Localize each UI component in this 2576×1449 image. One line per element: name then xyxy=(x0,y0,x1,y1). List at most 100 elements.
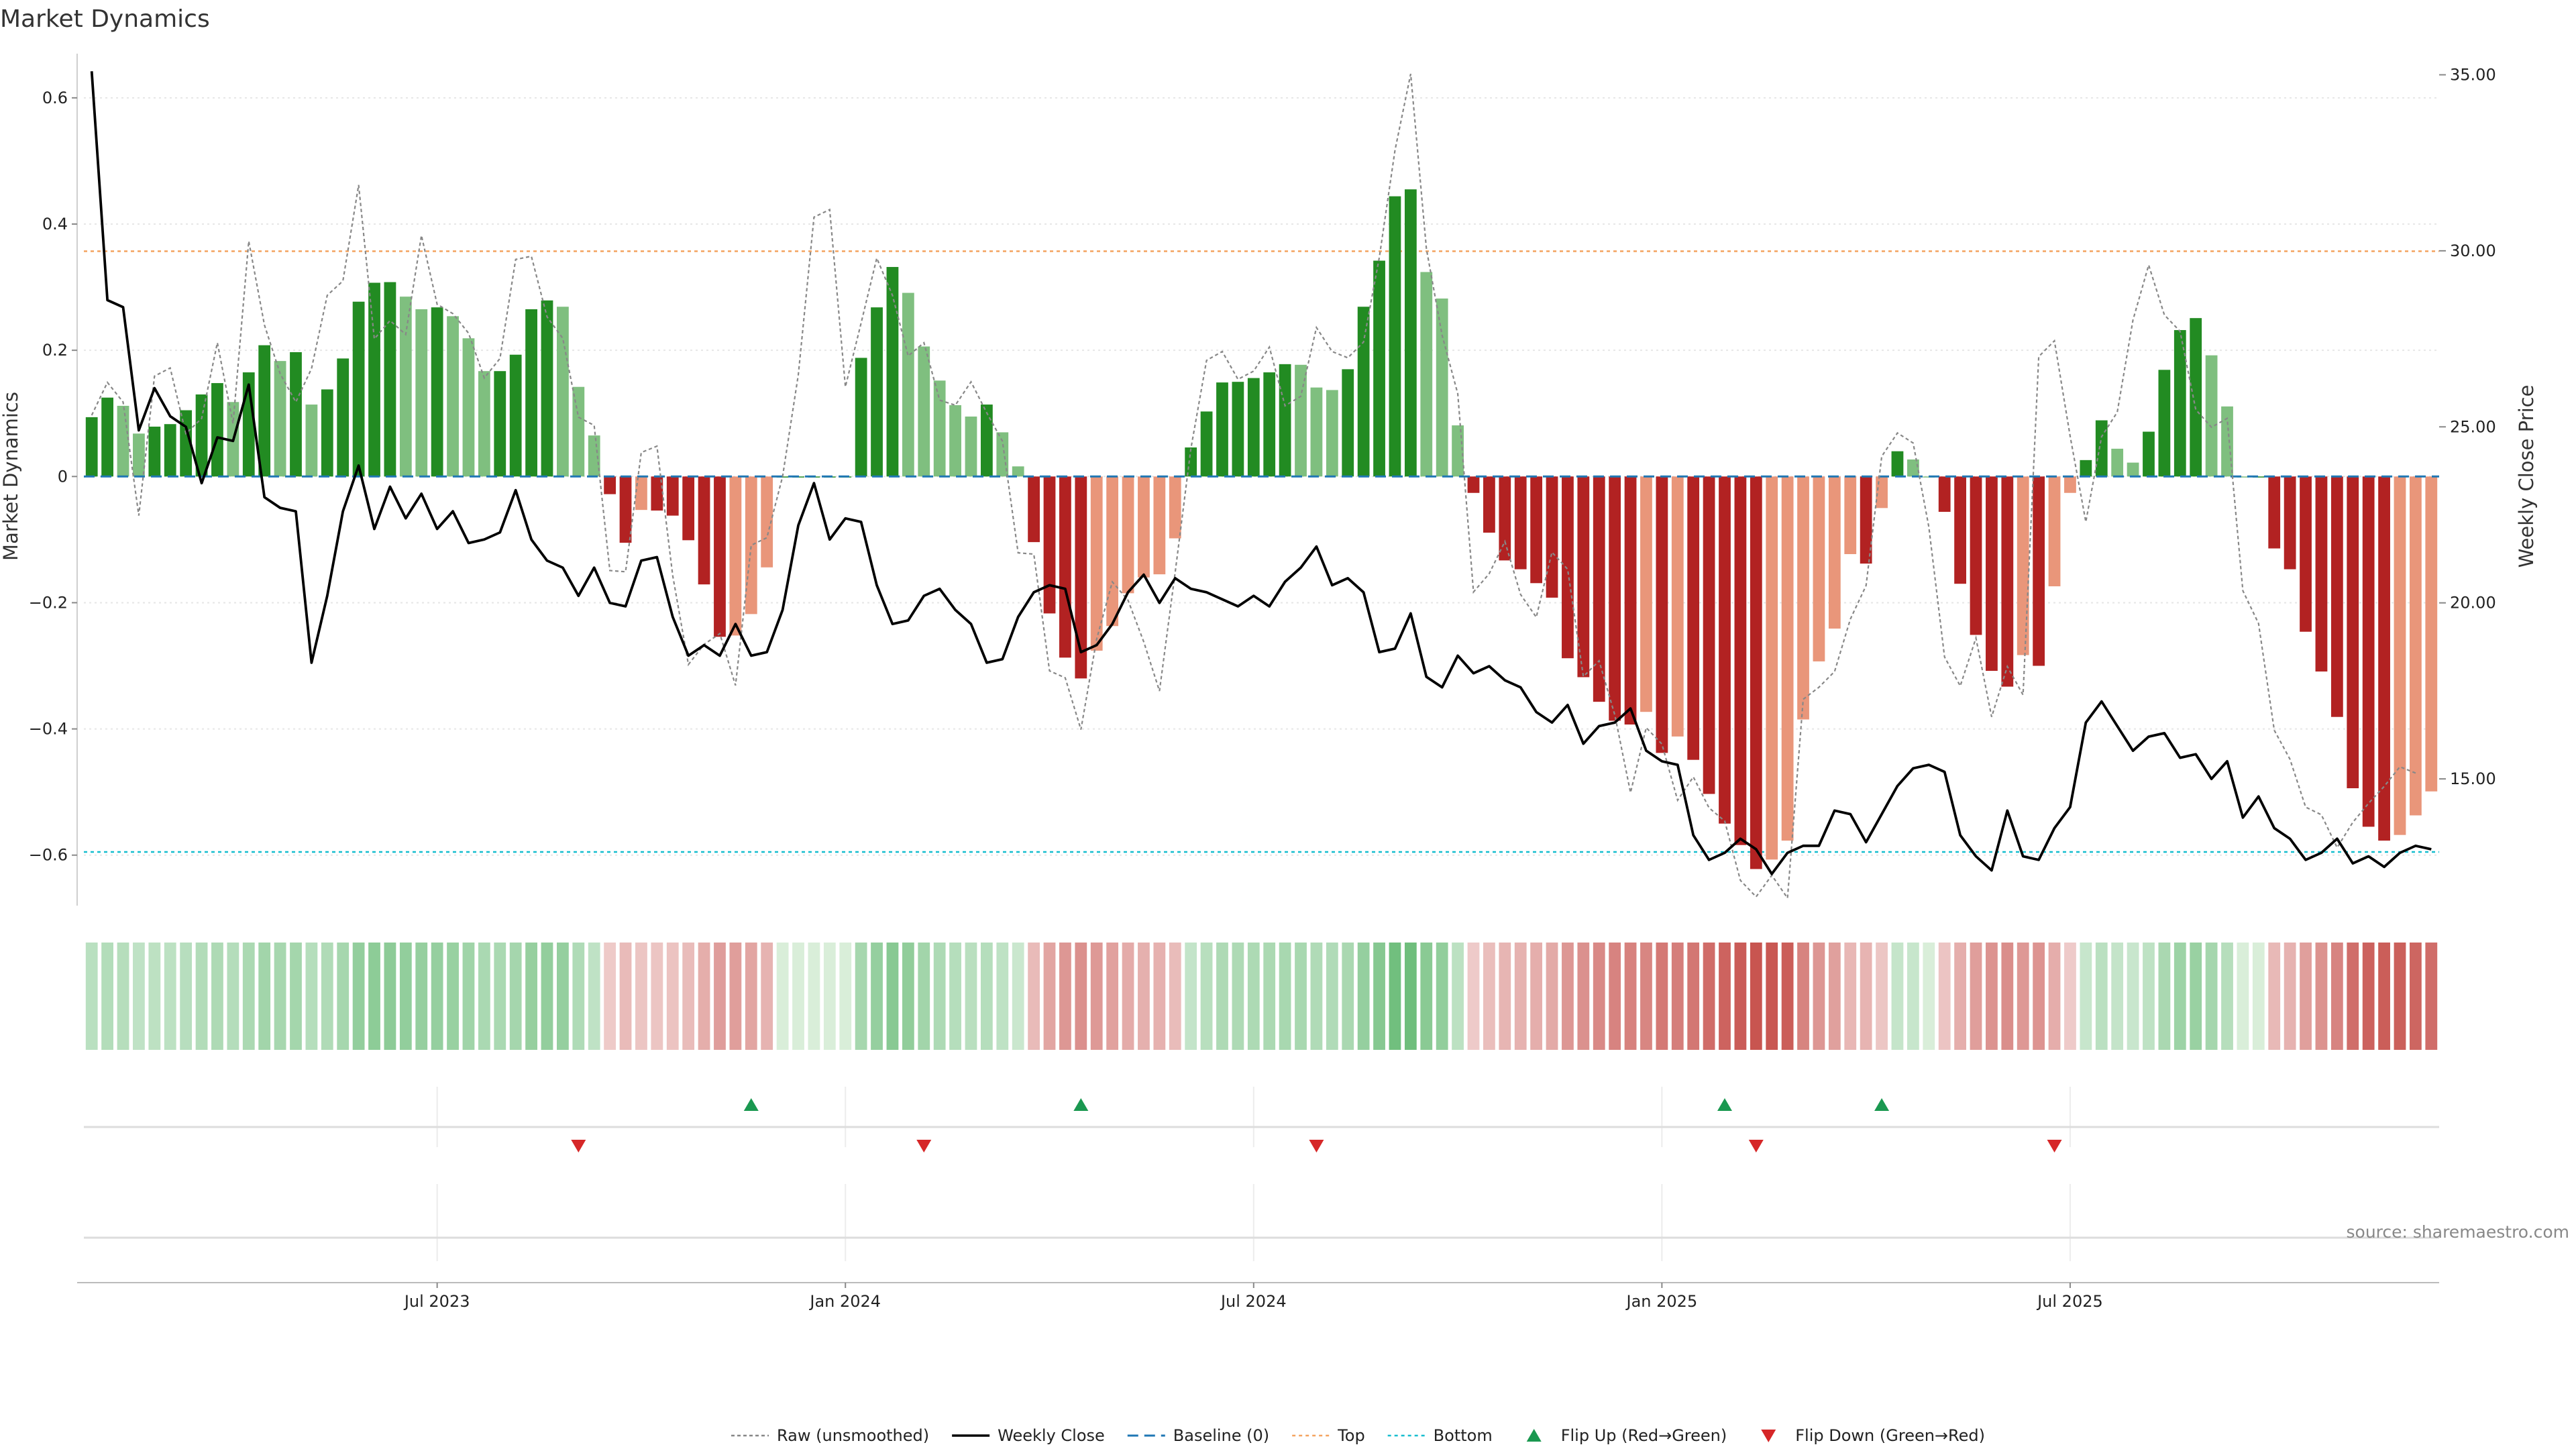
momentum-bar xyxy=(180,410,193,477)
heat-cell xyxy=(698,943,710,1050)
legend-item-flip_up: Flip Up (Red→Green) xyxy=(1526,1426,1727,1445)
legend-item-baseline: Baseline (0) xyxy=(1127,1426,1269,1445)
x-tick-label: Jul 2025 xyxy=(2036,1292,2103,1311)
momentum-bar xyxy=(1640,476,1652,712)
momentum-bar xyxy=(258,345,271,477)
heat-cell xyxy=(242,943,255,1050)
momentum-bar xyxy=(1310,387,1323,477)
legend-swatch xyxy=(1526,1429,1542,1442)
momentum-bar xyxy=(1106,476,1119,627)
heat-cell xyxy=(337,943,350,1050)
momentum-bar xyxy=(211,383,223,477)
heat-cell xyxy=(399,943,412,1050)
heat-cell xyxy=(1185,943,1197,1050)
heat-cell xyxy=(1247,943,1260,1050)
flip-signal-panel xyxy=(84,1098,2439,1239)
heat-cell xyxy=(1483,943,1495,1050)
momentum-bars xyxy=(84,189,2439,869)
momentum-bar xyxy=(1357,307,1370,477)
momentum-bar xyxy=(2315,476,2328,672)
heat-cell xyxy=(258,943,271,1050)
heat-cell xyxy=(604,943,616,1050)
momentum-bar xyxy=(1420,272,1433,477)
left-tick-label: 0.2 xyxy=(42,341,68,360)
momentum-bar xyxy=(1153,476,1166,575)
heat-cell xyxy=(1734,943,1747,1050)
momentum-bar xyxy=(1373,260,1385,477)
momentum-bar xyxy=(2127,462,2139,477)
heat-cell xyxy=(541,943,553,1050)
heat-cell xyxy=(2048,943,2061,1050)
momentum-bar xyxy=(290,352,302,477)
heat-cell xyxy=(1106,943,1119,1050)
heat-cell xyxy=(619,943,632,1050)
heat-cell xyxy=(1797,943,1809,1050)
momentum-bar xyxy=(1970,476,1982,635)
heat-cell xyxy=(1279,943,1291,1050)
momentum-bar xyxy=(1232,382,1244,477)
momentum-bar xyxy=(525,309,537,477)
momentum-bar xyxy=(651,476,663,511)
heat-cell xyxy=(2143,943,2155,1050)
heat-cell xyxy=(1671,943,1684,1050)
momentum-bar xyxy=(133,433,145,477)
momentum-bar xyxy=(886,266,899,477)
weekly-close-line xyxy=(90,71,2432,875)
heat-cell xyxy=(1310,943,1323,1050)
momentum-bar xyxy=(1090,476,1103,651)
momentum-bar xyxy=(635,476,647,511)
momentum-bar xyxy=(1813,476,1825,661)
momentum-bar xyxy=(1404,189,1417,477)
momentum-bar xyxy=(1750,476,1762,869)
heat-cell xyxy=(871,943,883,1050)
left-tick-label: 0.6 xyxy=(42,89,68,107)
heat-cell xyxy=(949,943,961,1050)
heat-cell xyxy=(1499,943,1511,1050)
momentum-bar xyxy=(1059,476,1071,658)
heat-cell xyxy=(980,943,993,1050)
heat-cell xyxy=(2174,943,2186,1050)
source-note: source: sharemaestro.com xyxy=(2347,1222,2570,1242)
heat-cell xyxy=(431,943,443,1050)
heat-cell xyxy=(1090,943,1103,1050)
heat-cell xyxy=(509,943,522,1050)
heat-cell xyxy=(808,943,820,1050)
legend: Raw (unsmoothed) Weekly Close Baseline (0)… xyxy=(731,1426,1985,1445)
heat-cell xyxy=(682,943,695,1050)
momentum-bar xyxy=(1687,476,1700,760)
heat-cell xyxy=(729,943,742,1050)
heat-cell xyxy=(2205,943,2218,1050)
heat-cell xyxy=(1342,943,1354,1050)
heat-cell xyxy=(2409,943,2422,1050)
momentum-bar xyxy=(1781,476,1794,841)
heat-cell xyxy=(1404,943,1417,1050)
momentum-bar xyxy=(698,476,710,585)
momentum-bar xyxy=(1483,476,1495,533)
momentum-bar xyxy=(2409,476,2422,816)
heat-cell xyxy=(1169,943,1181,1050)
heat-cell xyxy=(525,943,537,1050)
momentum-bar xyxy=(918,346,930,477)
heat-cell xyxy=(85,943,98,1050)
momentum-bar xyxy=(1436,299,1448,477)
momentum-bar xyxy=(2330,476,2343,717)
heat-cell xyxy=(1577,943,1590,1050)
heat-cell xyxy=(1420,943,1433,1050)
raw-line xyxy=(91,73,2416,900)
momentum-bar xyxy=(1075,476,1087,679)
momentum-bar xyxy=(1907,459,1919,477)
heat-cell xyxy=(557,943,569,1050)
momentum-bar xyxy=(478,371,490,477)
momentum-bar xyxy=(1530,476,1543,584)
momentum-bar xyxy=(1734,476,1747,845)
momentum-bar xyxy=(1703,476,1715,794)
heat-cell xyxy=(1624,943,1637,1050)
legend-label: Raw (unsmoothed) xyxy=(777,1426,929,1445)
momentum-bar xyxy=(1656,476,1668,753)
momentum-bar xyxy=(2284,476,2296,570)
heat-cell xyxy=(1907,943,1919,1050)
momentum-bar xyxy=(949,405,961,477)
momentum-bar xyxy=(117,405,129,477)
heat-cell xyxy=(415,943,428,1050)
heat-cell xyxy=(666,943,679,1050)
